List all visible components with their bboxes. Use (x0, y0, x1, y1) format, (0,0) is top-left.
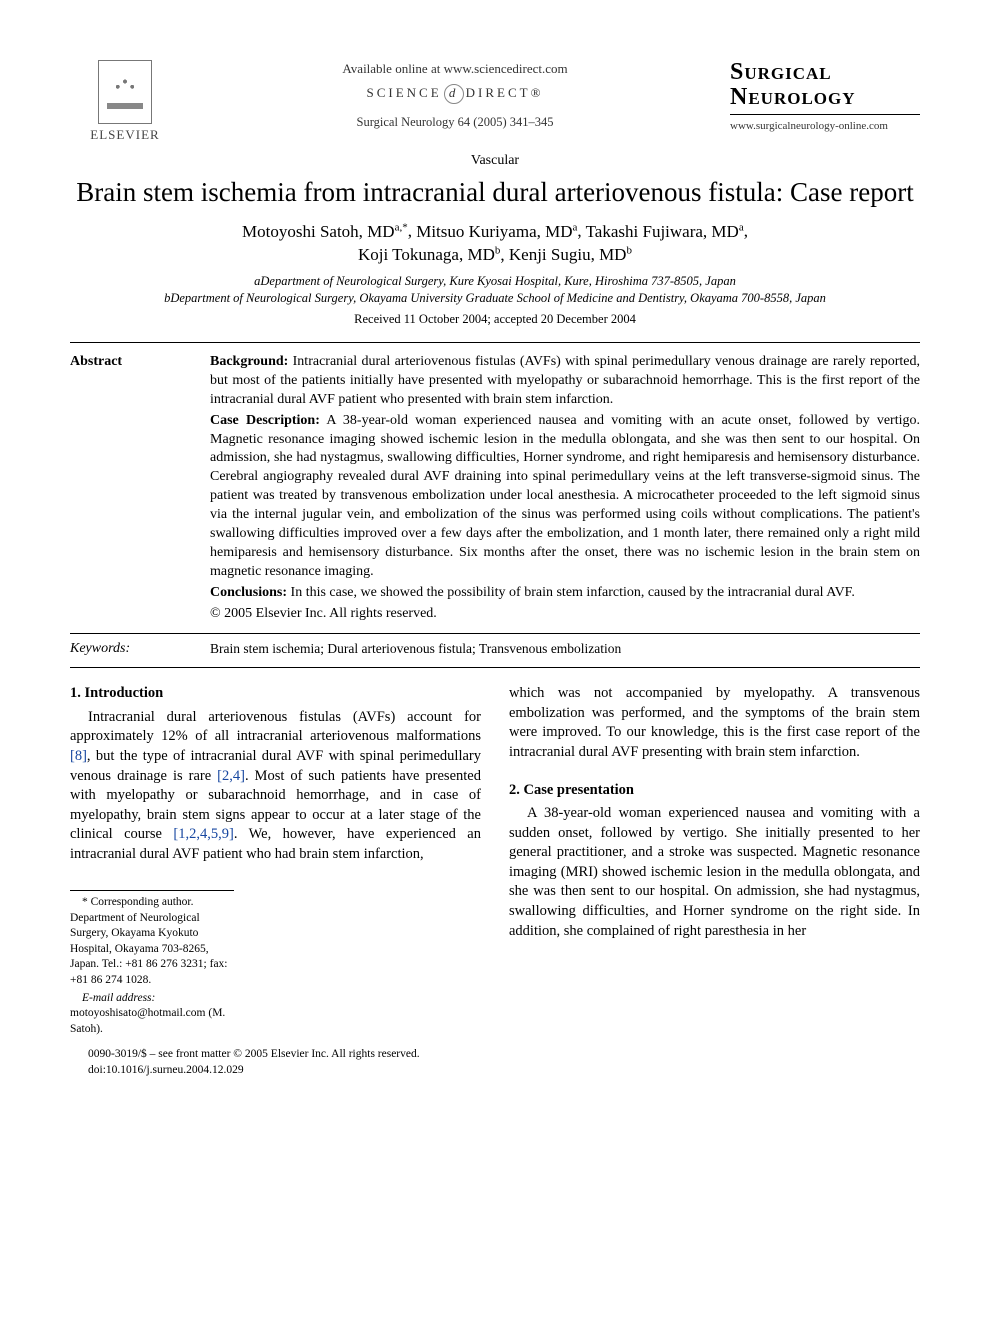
keywords-row: Keywords: Brain stem ischemia; Dural art… (70, 634, 920, 667)
abstract-text: Background: Intracranial dural arteriove… (210, 353, 920, 625)
case-lead: Case Description: (210, 413, 320, 428)
email-label: E-mail address: (82, 992, 155, 1004)
corresponding-author-note: * Corresponding author. Department of Ne… (70, 895, 234, 988)
ref-link-2-4[interactable]: [2,4] (217, 768, 245, 784)
conclusions-text: In this case, we showed the possibility … (287, 585, 855, 600)
keywords-label: Keywords: (70, 640, 210, 659)
sd-left: SCIENCE (367, 85, 442, 100)
abstract-block: Abstract Background: Intracranial dural … (70, 343, 920, 633)
intro-paragraph-1: Intracranial dural arteriovenous fistula… (70, 708, 481, 865)
email-line: E-mail address: motoyoshisato@hotmail.co… (70, 991, 234, 1038)
affiliation-a: aDepartment of Neurological Surgery, Kur… (70, 273, 920, 290)
article-dates: Received 11 October 2004; accepted 20 De… (70, 311, 920, 328)
front-matter-line: 0090-3019/$ – see front matter © 2005 El… (70, 1047, 481, 1063)
introduction-heading: 1. Introduction (70, 684, 481, 704)
elsevier-tree-icon (98, 60, 152, 124)
authors-line: Motoyoshi Satoh, MDa,*, Mitsuo Kuriyama,… (70, 220, 920, 267)
sciencedirect-logo: SCIENCEdDIRECT® (180, 84, 730, 104)
intro-paragraph-2: which was not accompanied by myelopathy.… (509, 684, 920, 762)
case-presentation-heading: 2. Case presentation (509, 781, 920, 801)
abstract-copyright: © 2005 Elsevier Inc. All rights reserved… (210, 605, 920, 624)
publisher-label: ELSEVIER (70, 126, 180, 144)
journal-title: Surgical Neurology (730, 60, 920, 115)
affiliation-b: bDepartment of Neurological Surgery, Oka… (70, 290, 920, 307)
doi-value: doi:10.1016/j.surneu.2004.12.029 (70, 1063, 481, 1079)
background-lead: Background: (210, 354, 288, 369)
section-tag: Vascular (70, 152, 920, 171)
author-5: Kenji Sugiu, MDb (509, 245, 632, 264)
ref-link-8[interactable]: [8] (70, 748, 87, 764)
sd-at-icon: d (444, 84, 464, 104)
journal-title-line2: Neurology (730, 84, 856, 110)
author-1: Motoyoshi Satoh, MDa,* (242, 222, 408, 241)
keywords-text: Brain stem ischemia; Dural arteriovenous… (210, 640, 920, 659)
journal-block: Surgical Neurology www.surgicalneurology… (730, 60, 920, 134)
header-bar: ELSEVIER Available online at www.science… (70, 60, 920, 144)
journal-url: www.surgicalneurology-online.com (730, 119, 920, 134)
ref-link-1-2-4-5-9[interactable]: [1,2,4,5,9] (173, 826, 233, 842)
abstract-label: Abstract (70, 353, 210, 625)
available-online-line: Available online at www.sciencedirect.co… (180, 60, 730, 78)
footnotes-block: * Corresponding author. Department of Ne… (70, 890, 234, 1037)
case-text: A 38-year-old woman experienced nausea a… (210, 413, 920, 579)
author-3: Takashi Fujiwara, MDa (586, 222, 744, 241)
journal-reference: Surgical Neurology 64 (2005) 341–345 (180, 114, 730, 131)
body-columns: 1. Introduction Intracranial dural arter… (70, 684, 920, 1078)
conclusions-lead: Conclusions: (210, 585, 287, 600)
sd-right: DIRECT® (466, 85, 544, 100)
background-text: Intracranial dural arteriovenous fistula… (210, 354, 920, 407)
center-header: Available online at www.sciencedirect.co… (180, 60, 730, 130)
article-title: Brain stem ischemia from intracranial du… (70, 176, 920, 210)
author-4: Koji Tokunaga, MDb (358, 245, 500, 264)
rule-mid2 (70, 667, 920, 668)
journal-title-line1: Surgical (730, 59, 832, 85)
email-address: motoyoshisato@hotmail.com (M. Satoh). (70, 1007, 225, 1035)
publisher-block: ELSEVIER (70, 60, 180, 144)
case-paragraph-1: A 38-year-old woman experienced nausea a… (509, 804, 920, 941)
doi-block: 0090-3019/$ – see front matter © 2005 El… (70, 1047, 481, 1078)
author-2: Mitsuo Kuriyama, MDa (416, 222, 577, 241)
